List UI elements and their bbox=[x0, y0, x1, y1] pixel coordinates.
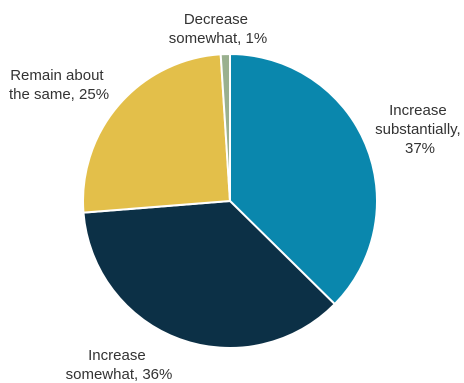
slice-label-line: Remain about bbox=[10, 67, 104, 84]
slice-label-line: 37% bbox=[405, 140, 435, 157]
pie-slice-increase-substantially bbox=[229, 52, 378, 306]
slice-label-remain-about-the-same: Remain about the same, 25% bbox=[9, 67, 109, 103]
slice-label-increase-somewhat: Increase somewhat, 36% bbox=[66, 347, 173, 383]
slice-label-line: the same, 25% bbox=[9, 86, 109, 103]
pie-slice-remain-about-the-same bbox=[82, 53, 232, 214]
pie-slices bbox=[82, 52, 378, 349]
slice-label-line: somewhat, 36% bbox=[66, 366, 173, 383]
slice-label-line: substantially, bbox=[375, 121, 461, 138]
pie-slice-decrease-somewhat bbox=[219, 52, 231, 202]
slice-label-line: Increase bbox=[389, 102, 447, 119]
slice-label-line: somewhat, 1% bbox=[169, 30, 267, 47]
slice-label-line: Increase bbox=[88, 347, 146, 364]
pie-slice-increase-somewhat bbox=[82, 199, 337, 349]
slice-label-increase-substantially: Increase substantially, 37% bbox=[375, 102, 464, 157]
slice-label-line: Decrease bbox=[184, 11, 248, 28]
slice-label-decrease-somewhat: Decrease somewhat, 1% bbox=[169, 11, 267, 47]
